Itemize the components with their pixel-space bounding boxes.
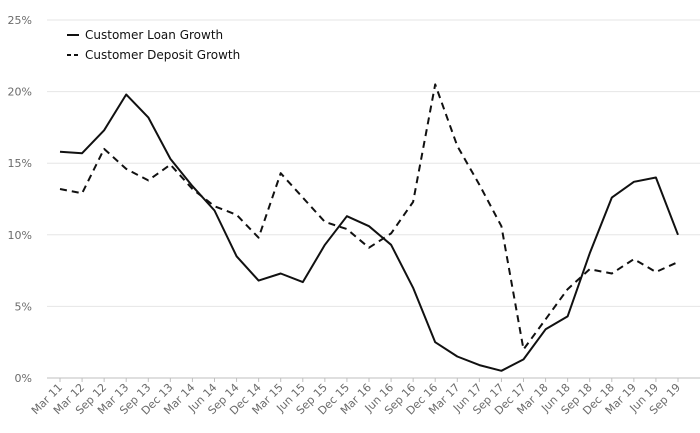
gridlines <box>47 19 700 379</box>
y-tick-label: 20% <box>8 86 32 99</box>
legend: Customer Loan Growth Customer Deposit Gro… <box>67 28 240 62</box>
legend-label: Customer Loan Growth <box>85 28 223 42</box>
y-tick-label: 25% <box>8 14 32 27</box>
legend-label: Customer Deposit Growth <box>85 48 240 62</box>
y-axis-ticks: 0% 5% 10% 15% 20% 25% <box>8 14 32 385</box>
y-tick-label: 5% <box>15 300 32 313</box>
series-line-customer-loan-growth <box>59 93 679 372</box>
y-tick-label: 15% <box>8 157 32 170</box>
series-line-customer-deposit-growth <box>59 83 679 351</box>
y-tick-label: 10% <box>8 229 32 242</box>
series-lines <box>59 83 679 372</box>
y-tick-label: 0% <box>15 372 32 385</box>
